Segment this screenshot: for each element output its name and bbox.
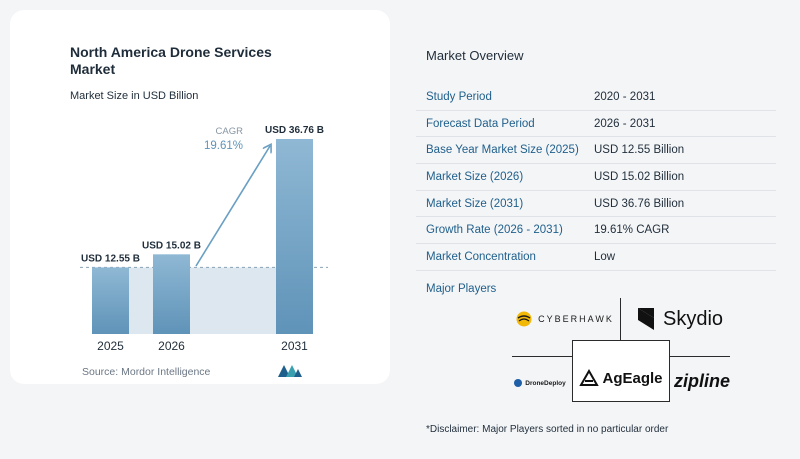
skydio-logo: Skydio	[626, 302, 732, 336]
x-tick-2025: 2025	[97, 339, 124, 353]
skydio-icon	[637, 308, 654, 330]
mordor-logo-icon	[278, 365, 302, 377]
overview-row-value: USD 36.76 Billion	[594, 197, 685, 210]
ageagle-wordmark: AgEagle	[602, 369, 663, 387]
overview-row: Forecast Data Period 2026 - 2031	[416, 111, 776, 138]
overview-row: Base Year Market Size (2025) USD 12.55 Bi…	[416, 137, 776, 165]
source-note: Source: Mordor Intelligence	[82, 366, 211, 378]
dronedeploy-logo: DroneDeploy	[510, 374, 570, 392]
major-players-grid: CYBERHAWK Skydio DroneDeploy AgEagle zip…	[510, 296, 732, 406]
major-players-title: Major Players	[426, 283, 497, 295]
chart-title: North America Drone Services Market	[70, 44, 272, 77]
zipline-logo: zipline	[672, 368, 732, 394]
overview-row-value: 2026 - 2031	[594, 117, 656, 130]
x-tick-2026: 2026	[158, 339, 185, 353]
overview-row-value: 2020 - 2031	[594, 90, 656, 103]
cyberhawk-icon	[516, 311, 532, 327]
zipline-wordmark: zipline	[673, 370, 730, 391]
bar-chart: USD 12.55 B 2025 USD 15.02 B 2026 USD 36.76 …	[80, 125, 328, 353]
cagr-arrow	[195, 146, 270, 267]
bar-2031	[276, 139, 313, 334]
cagr-label: CAGR	[216, 126, 244, 137]
disclaimer: *Disclaimer: Major Players sorted in no …	[426, 424, 669, 435]
x-tick-2031: 2031	[281, 339, 308, 353]
dronedeploy-icon	[514, 379, 523, 387]
market-overview-table: Study Period 2020 - 2031 Forecast Data Per…	[416, 84, 776, 271]
cyberhawk-logo: CYBERHAWK	[512, 308, 616, 330]
overview-row-key: Forecast Data Period	[426, 117, 535, 130]
overview-row-key: Growth Rate (2026 - 2031)	[426, 224, 563, 237]
bar-2025	[92, 267, 129, 334]
overview-row-key: Market Size (2031)	[426, 197, 524, 210]
overview-row-value: USD 15.02 Billion	[594, 170, 685, 183]
dronedeploy-wordmark: DroneDeploy	[525, 379, 566, 387]
overview-row-value: 19.61% CAGR	[594, 224, 670, 237]
ageagle-icon	[579, 369, 600, 386]
chart-subtitle: Market Size in USD Billion	[70, 90, 199, 102]
data-label-2025: USD 12.55 B	[81, 253, 140, 264]
overview-row-key: Market Size (2026)	[426, 170, 524, 183]
overview-row-key: Base Year Market Size (2025)	[426, 144, 579, 157]
skydio-wordmark: Skydio	[662, 307, 724, 330]
overview-row-key: Study Period	[426, 90, 492, 103]
cagr-value: 19.61%	[204, 140, 243, 152]
data-label-2031: USD 36.76 B	[265, 125, 324, 136]
overview-row-value: Low	[594, 250, 616, 263]
overview-row: Study Period 2020 - 2031	[416, 84, 776, 111]
ageagle-logo: AgEagle	[574, 360, 668, 396]
overview-row-value: USD 12.55 Billion	[594, 144, 685, 157]
overview-row: Growth Rate (2026 - 2031) 19.61% CAGR	[416, 217, 776, 245]
overview-row: Market Size (2026) USD 15.02 Billion	[416, 164, 776, 191]
cyberhawk-wordmark: CYBERHAWK	[538, 314, 614, 324]
overview-row: Market Concentration Low	[416, 244, 776, 271]
bar-2026	[153, 254, 190, 334]
market-overview-title: Market Overview	[426, 48, 524, 63]
data-label-2026: USD 15.02 B	[142, 240, 201, 251]
overview-row-key: Market Concentration	[426, 250, 536, 263]
overview-row: Market Size (2031) USD 36.76 Billion	[416, 191, 776, 218]
divider	[620, 298, 621, 342]
